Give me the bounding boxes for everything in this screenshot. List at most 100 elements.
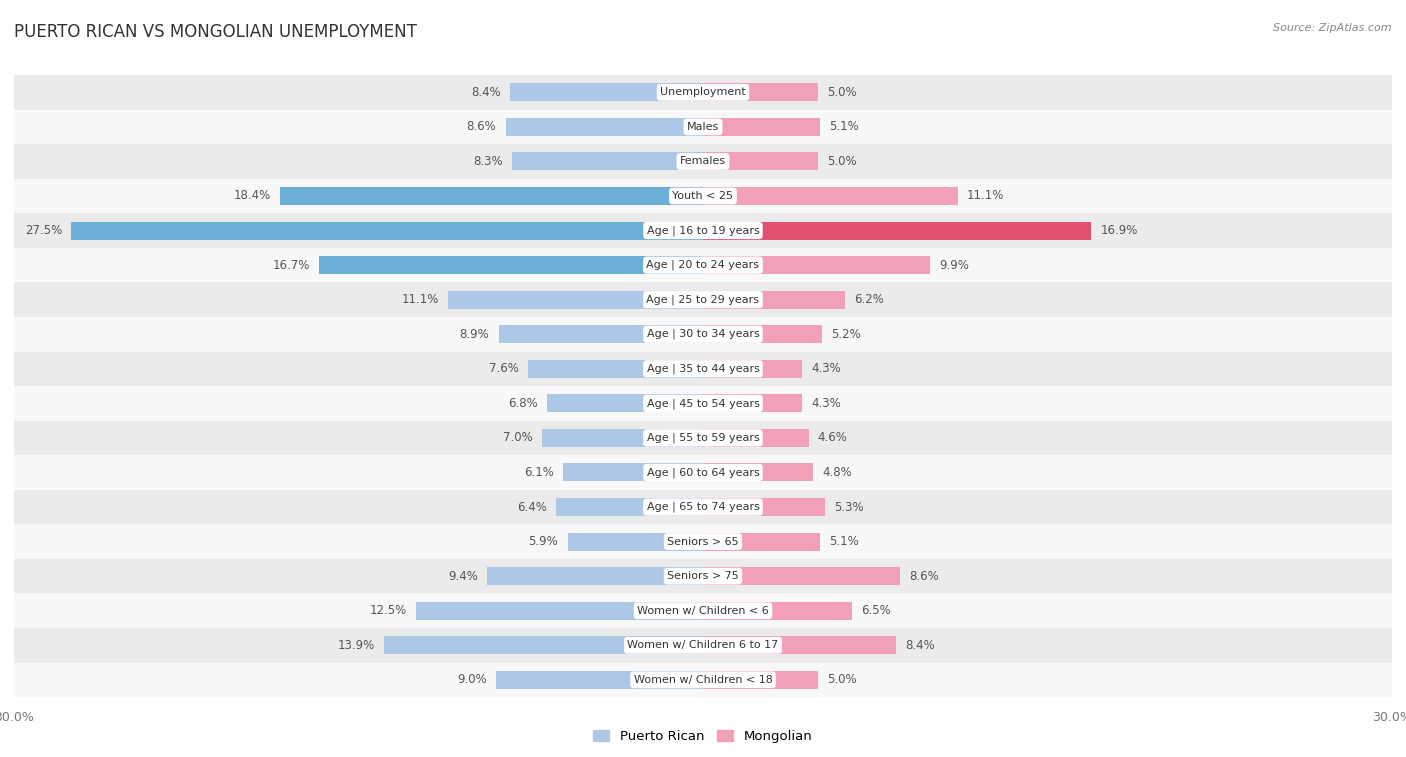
Text: 5.1%: 5.1%: [830, 120, 859, 133]
Bar: [280, 187, 703, 205]
Text: Seniors > 65: Seniors > 65: [668, 537, 738, 547]
Text: Age | 20 to 24 years: Age | 20 to 24 years: [647, 260, 759, 270]
Bar: [703, 256, 931, 274]
Text: 27.5%: 27.5%: [25, 224, 62, 237]
Text: 4.3%: 4.3%: [811, 397, 841, 410]
Text: Age | 25 to 29 years: Age | 25 to 29 years: [647, 294, 759, 305]
Text: 18.4%: 18.4%: [233, 189, 271, 202]
Bar: [14, 282, 1392, 317]
Text: Females: Females: [681, 157, 725, 167]
Bar: [703, 498, 825, 516]
Text: 13.9%: 13.9%: [337, 639, 374, 652]
Bar: [703, 671, 818, 689]
Text: PUERTO RICAN VS MONGOLIAN UNEMPLOYMENT: PUERTO RICAN VS MONGOLIAN UNEMPLOYMENT: [14, 23, 418, 41]
Bar: [562, 463, 703, 481]
Bar: [14, 386, 1392, 421]
Bar: [703, 360, 801, 378]
Bar: [14, 525, 1392, 559]
Legend: Puerto Rican, Mongolian: Puerto Rican, Mongolian: [588, 724, 818, 748]
Text: 16.7%: 16.7%: [273, 259, 311, 272]
Text: 11.1%: 11.1%: [967, 189, 1004, 202]
Text: Women w/ Children < 6: Women w/ Children < 6: [637, 606, 769, 615]
Bar: [14, 455, 1392, 490]
Text: 9.0%: 9.0%: [457, 673, 486, 687]
Text: Women w/ Children 6 to 17: Women w/ Children 6 to 17: [627, 640, 779, 650]
Bar: [703, 152, 818, 170]
Text: Age | 60 to 64 years: Age | 60 to 64 years: [647, 467, 759, 478]
Text: 8.4%: 8.4%: [905, 639, 935, 652]
Text: 11.1%: 11.1%: [402, 293, 439, 306]
Text: Youth < 25: Youth < 25: [672, 191, 734, 201]
Text: 5.2%: 5.2%: [831, 328, 862, 341]
Text: Age | 45 to 54 years: Age | 45 to 54 years: [647, 398, 759, 409]
Bar: [14, 110, 1392, 144]
Text: 6.5%: 6.5%: [862, 604, 891, 617]
Bar: [529, 360, 703, 378]
Bar: [703, 463, 813, 481]
Bar: [499, 326, 703, 343]
Bar: [14, 213, 1392, 248]
Bar: [543, 429, 703, 447]
Text: 8.6%: 8.6%: [910, 570, 939, 583]
Bar: [14, 662, 1392, 697]
Bar: [14, 421, 1392, 455]
Text: 8.3%: 8.3%: [474, 155, 503, 168]
Bar: [506, 118, 703, 136]
Text: Age | 55 to 59 years: Age | 55 to 59 years: [647, 433, 759, 443]
Bar: [703, 394, 801, 413]
Bar: [14, 593, 1392, 628]
Text: 5.3%: 5.3%: [834, 500, 863, 513]
Bar: [319, 256, 703, 274]
Bar: [703, 602, 852, 620]
Bar: [512, 152, 703, 170]
Bar: [703, 118, 820, 136]
Text: 5.1%: 5.1%: [830, 535, 859, 548]
Bar: [14, 490, 1392, 525]
Bar: [14, 75, 1392, 110]
Text: 8.9%: 8.9%: [460, 328, 489, 341]
Text: 6.1%: 6.1%: [524, 466, 554, 479]
Text: 5.0%: 5.0%: [827, 86, 856, 99]
Bar: [449, 291, 703, 309]
Bar: [703, 326, 823, 343]
Bar: [703, 83, 818, 101]
Text: 4.6%: 4.6%: [818, 431, 848, 444]
Text: 8.4%: 8.4%: [471, 86, 501, 99]
Bar: [496, 671, 703, 689]
Text: Age | 30 to 34 years: Age | 30 to 34 years: [647, 329, 759, 339]
Text: Unemployment: Unemployment: [661, 87, 745, 98]
Bar: [703, 533, 820, 550]
Bar: [14, 628, 1392, 662]
Text: 6.8%: 6.8%: [508, 397, 537, 410]
Bar: [384, 637, 703, 654]
Text: Age | 16 to 19 years: Age | 16 to 19 years: [647, 226, 759, 236]
Text: 5.0%: 5.0%: [827, 673, 856, 687]
Bar: [568, 533, 703, 550]
Text: 5.0%: 5.0%: [827, 155, 856, 168]
Text: Women w/ Children < 18: Women w/ Children < 18: [634, 674, 772, 685]
Text: Seniors > 75: Seniors > 75: [666, 571, 740, 581]
Bar: [486, 567, 703, 585]
Text: 4.3%: 4.3%: [811, 363, 841, 375]
Bar: [547, 394, 703, 413]
Text: Age | 65 to 74 years: Age | 65 to 74 years: [647, 502, 759, 512]
Text: 5.9%: 5.9%: [529, 535, 558, 548]
Text: 9.4%: 9.4%: [449, 570, 478, 583]
Bar: [14, 179, 1392, 213]
Text: 16.9%: 16.9%: [1101, 224, 1137, 237]
Bar: [72, 222, 703, 239]
Bar: [703, 567, 900, 585]
Bar: [510, 83, 703, 101]
Text: Males: Males: [688, 122, 718, 132]
Text: 6.4%: 6.4%: [517, 500, 547, 513]
Text: Source: ZipAtlas.com: Source: ZipAtlas.com: [1274, 23, 1392, 33]
Text: 7.6%: 7.6%: [489, 363, 519, 375]
Text: 6.2%: 6.2%: [855, 293, 884, 306]
Bar: [703, 187, 957, 205]
Bar: [14, 559, 1392, 593]
Bar: [14, 248, 1392, 282]
Text: 7.0%: 7.0%: [503, 431, 533, 444]
Bar: [14, 317, 1392, 351]
Bar: [14, 144, 1392, 179]
Bar: [416, 602, 703, 620]
